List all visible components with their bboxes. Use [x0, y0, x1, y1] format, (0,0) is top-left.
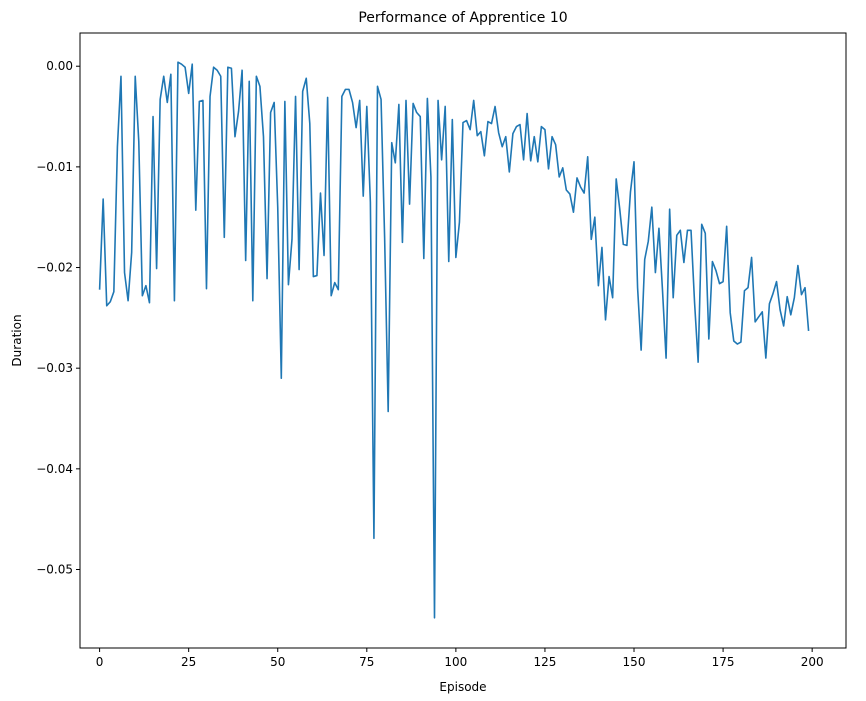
y-tick-label: −0.05 [36, 562, 73, 576]
x-tick-label: 25 [181, 655, 196, 669]
y-axis-label: Duration [10, 314, 24, 366]
x-tick-label: 200 [801, 655, 824, 669]
y-tick-label: 0.00 [46, 59, 73, 73]
x-tick-label: 150 [623, 655, 646, 669]
plot-area [98, 61, 810, 619]
x-tick-label: 125 [533, 655, 556, 669]
x-tick-label: 75 [359, 655, 374, 669]
x-axis-label: Episode [439, 680, 486, 694]
y-tick-label: −0.02 [36, 261, 73, 275]
y-tick-label: −0.03 [36, 361, 73, 375]
x-tick-label: 0 [96, 655, 104, 669]
series-line-0 [98, 61, 810, 619]
plot-frame [79, 32, 847, 649]
y-tick-label: −0.01 [36, 160, 73, 174]
x-tick-label: 50 [270, 655, 285, 669]
y-axis-ticks: 0.00 −0.01 −0.02 −0.03 −0.04 −0.05 [36, 59, 80, 576]
x-tick-label: 100 [444, 655, 467, 669]
x-axis-ticks: 0 25 50 75 100 125 150 175 200 [96, 648, 824, 669]
x-tick-label: 175 [712, 655, 735, 669]
y-tick-label: −0.04 [36, 462, 73, 476]
chart-title: Performance of Apprentice 10 [358, 10, 567, 26]
